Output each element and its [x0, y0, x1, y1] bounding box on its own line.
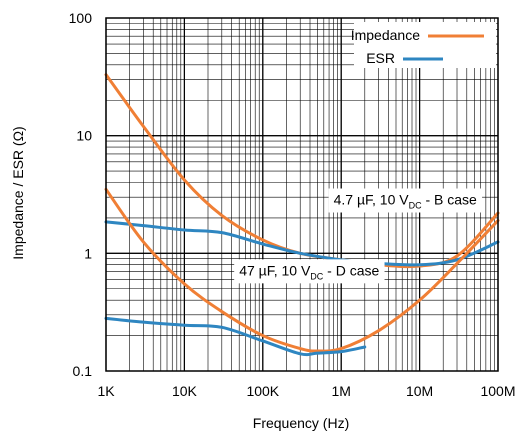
x-tick-label: 100M [480, 383, 515, 399]
y-axis-label: Impedance / ESR (Ω) [10, 126, 26, 259]
x-tick-label: 10K [172, 383, 198, 399]
legend: Impedance ESR [351, 22, 496, 68]
plot-frame [105, 17, 499, 372]
y-tick-labels: 0.1 1 10 100 [69, 10, 93, 379]
y-tick-label: 0.1 [73, 363, 93, 379]
y-tick-label: 1 [84, 245, 92, 261]
x-tick-label: 1K [97, 383, 115, 399]
annotation-label: 47 µF, 10 VDC - D case [239, 262, 379, 281]
series-layer [104, 73, 500, 357]
y-tick-label: 100 [69, 10, 93, 26]
legend-label-esr: ESR [366, 50, 395, 66]
x-tick-label: 10M [406, 383, 433, 399]
annotations: 4.7 µF, 10 VDC - B case 47 µF, 10 VDC - D… [234, 188, 483, 284]
x-tick-label: 1M [331, 383, 350, 399]
x-tick-label: 100K [246, 383, 279, 399]
x-axis-label: Frequency (Hz) [253, 415, 349, 431]
series-line-esr [104, 220, 500, 267]
y-tick-label: 10 [76, 128, 92, 144]
x-tick-labels: 1K 10K 100K 1M 10M 100M [97, 383, 515, 399]
annotation-label: 4.7 µF, 10 VDC - B case [334, 192, 477, 211]
series-line-impedance [104, 73, 500, 269]
legend-label-impedance: Impedance [351, 27, 420, 43]
series-line-esr [104, 316, 367, 357]
annotation-background [328, 188, 483, 213]
annotation-background [234, 259, 385, 284]
series-line-impedance [104, 187, 500, 353]
